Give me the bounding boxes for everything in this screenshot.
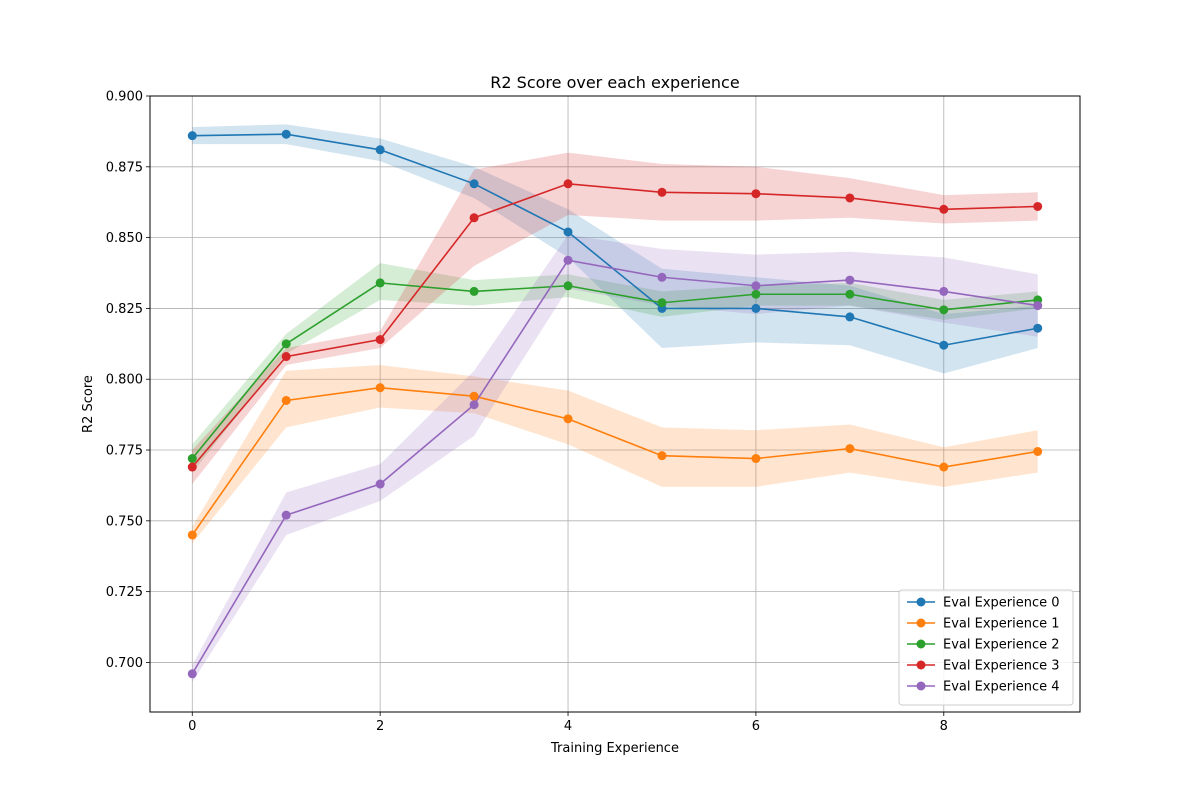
legend-marker-3 xyxy=(916,660,926,670)
data-point-series-1 xyxy=(375,383,385,393)
series-lines xyxy=(191,133,1038,675)
data-point-series-2 xyxy=(469,286,479,296)
plot-frame xyxy=(149,95,1081,713)
legend-box xyxy=(898,589,1074,706)
data-point-series-0 xyxy=(281,129,291,139)
data-point-series-4 xyxy=(845,275,855,285)
confidence-band-series-0 xyxy=(192,124,1038,374)
y-tick-label: 0.800 xyxy=(106,373,143,388)
data-point-series-3 xyxy=(281,352,291,362)
y-tick-label: 0.775 xyxy=(106,444,143,459)
confidence-band-series-2 xyxy=(192,263,1038,473)
chart-title: R2 Score over each experience xyxy=(490,73,739,92)
legend-label-3: Eval Experience 3 xyxy=(943,659,1060,674)
y-tick-label: 0.850 xyxy=(106,231,143,246)
data-point-series-3 xyxy=(563,179,573,189)
data-point-series-2 xyxy=(563,281,573,291)
y-tick-label: 0.725 xyxy=(106,585,143,600)
data-point-series-4 xyxy=(751,281,761,291)
data-point-series-1 xyxy=(469,391,479,401)
y-tick-label: 0.875 xyxy=(106,160,143,175)
legend-marker-4 xyxy=(916,681,926,691)
series-line-2 xyxy=(191,282,1038,460)
confidence-band-series-1 xyxy=(192,365,1038,544)
data-point-series-1 xyxy=(563,414,573,424)
data-point-series-0 xyxy=(187,131,197,141)
data-point-series-1 xyxy=(657,451,667,461)
data-point-series-1 xyxy=(281,395,291,405)
legend-label-1: Eval Experience 1 xyxy=(943,617,1060,632)
data-point-series-2 xyxy=(845,289,855,299)
series-line-1 xyxy=(191,386,1038,536)
legend-marker-1 xyxy=(916,618,926,628)
data-point-series-0 xyxy=(469,179,479,189)
legend-label-0: Eval Experience 0 xyxy=(943,596,1060,611)
data-point-series-3 xyxy=(187,462,197,472)
data-point-series-0 xyxy=(845,312,855,322)
legend-label-2: Eval Experience 2 xyxy=(943,638,1060,653)
data-point-series-3 xyxy=(375,335,385,345)
data-point-series-2 xyxy=(657,298,667,308)
data-point-series-1 xyxy=(845,444,855,454)
data-point-series-4 xyxy=(187,669,197,679)
data-point-series-0 xyxy=(375,145,385,155)
data-point-series-3 xyxy=(469,213,479,223)
data-point-series-3 xyxy=(939,204,949,214)
x-tick-label: 8 xyxy=(940,719,948,734)
y-tick-label: 0.750 xyxy=(106,514,143,529)
legend-marker-0 xyxy=(916,597,926,607)
data-point-series-2 xyxy=(281,339,291,349)
series-line-3 xyxy=(191,182,1038,468)
legend-marker-2 xyxy=(916,639,926,649)
data-point-series-0 xyxy=(1033,323,1043,333)
confidence-band-series-4 xyxy=(192,234,1038,683)
data-point-series-2 xyxy=(375,278,385,288)
y-axis-label: R2 Score xyxy=(81,375,96,433)
data-point-series-2 xyxy=(751,289,761,299)
series-line-4 xyxy=(191,259,1038,675)
data-point-series-1 xyxy=(751,454,761,464)
data-point-series-2 xyxy=(939,305,949,315)
data-point-series-4 xyxy=(1033,301,1043,311)
legend: Eval Experience 0 Eval Experience 1 Eval E… xyxy=(898,589,1074,706)
data-point-series-4 xyxy=(469,400,479,410)
y-tick-label: 0.825 xyxy=(106,302,143,317)
series-points xyxy=(187,129,1043,679)
x-tick-label: 4 xyxy=(564,719,572,734)
data-point-series-1 xyxy=(1033,446,1043,456)
data-point-series-3 xyxy=(845,193,855,203)
x-axis-ticks: 0 2 4 6 8 xyxy=(188,712,948,734)
y-tick-label: 0.700 xyxy=(106,656,143,671)
data-point-series-2 xyxy=(187,454,197,464)
data-point-series-3 xyxy=(751,189,761,199)
data-point-series-0 xyxy=(751,303,761,313)
data-point-series-4 xyxy=(657,272,667,282)
data-point-series-4 xyxy=(939,286,949,296)
data-point-series-4 xyxy=(375,479,385,489)
x-tick-label: 0 xyxy=(188,719,196,734)
data-point-series-4 xyxy=(563,255,573,265)
data-point-series-4 xyxy=(281,510,291,520)
data-point-series-1 xyxy=(187,530,197,540)
data-point-series-3 xyxy=(1033,201,1043,211)
data-point-series-0 xyxy=(939,340,949,350)
data-point-series-1 xyxy=(939,462,949,472)
x-tick-label: 6 xyxy=(752,719,760,734)
x-tick-label: 2 xyxy=(376,719,384,734)
legend-label-4: Eval Experience 4 xyxy=(943,680,1060,695)
confidence-bands xyxy=(192,124,1038,683)
series-line-0 xyxy=(192,133,1038,347)
y-tick-label: 0.900 xyxy=(106,90,143,105)
data-point-series-0 xyxy=(563,227,573,237)
data-point-series-3 xyxy=(657,187,667,197)
y-axis-ticks: 0.700 0.725 0.750 0.775 0.800 0.825 0.850 0.875… xyxy=(106,90,150,671)
x-axis-label: Training Experience xyxy=(550,741,679,756)
